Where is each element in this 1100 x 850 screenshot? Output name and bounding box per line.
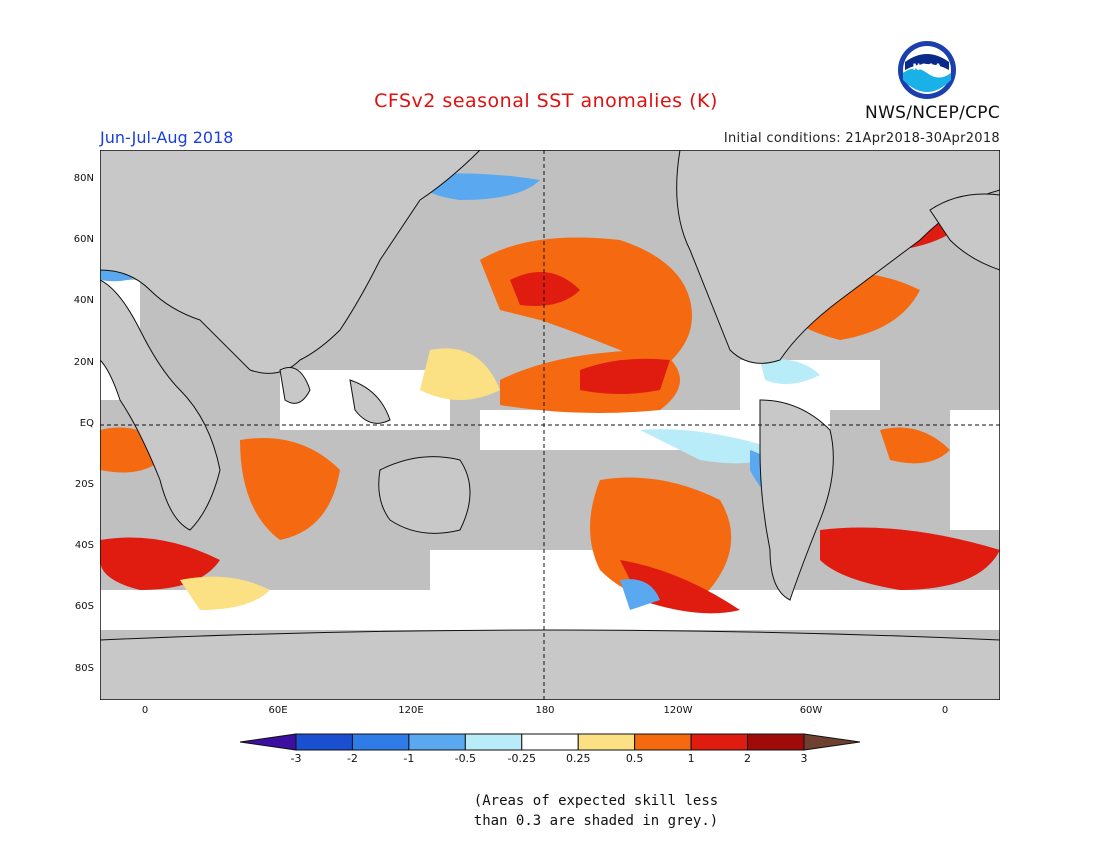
initial-conditions-label: Initial conditions: 21Apr2018-30Apr2018 (723, 131, 1000, 146)
continent-north-america (676, 150, 1000, 364)
lat-label: EQ (79, 417, 94, 429)
colorbar-tick-label: 0.25 (565, 752, 591, 765)
colorbar-tick-label: -2 (346, 752, 358, 765)
continent-europe-east (929, 193, 1000, 271)
lat-label: 80N (73, 173, 94, 184)
continent-india (279, 367, 311, 404)
colorbar-segment (690, 733, 749, 751)
sst-anomaly-map (100, 150, 1000, 700)
lon-label: 0 (141, 705, 149, 716)
noaa-logo-text: NOAA (913, 63, 942, 73)
colorbar-tick-label: 1 (687, 752, 695, 765)
continent-antarctica (100, 629, 1000, 700)
colorbar-tick-label: -1 (403, 752, 415, 765)
chart-title-text: CFSv2 seasonal SST anomalies (K) (374, 90, 718, 112)
continent-africa (100, 279, 221, 531)
colorbar-segment (577, 733, 636, 751)
lat-label: 20S (74, 479, 94, 490)
lat-label: 60S (74, 601, 94, 613)
season-label: Jun-Jul-Aug 2018 (100, 128, 234, 147)
colorbar-segment (521, 733, 579, 751)
colorbar-tick-label: 3 (800, 752, 808, 765)
lon-label: 120E (398, 705, 424, 716)
continents (100, 150, 1000, 700)
noaa-logo-icon: NOAA (898, 41, 956, 99)
lat-label: 40N (73, 295, 94, 307)
colorbar-segment (747, 733, 805, 751)
colorbar-tick-label: 0.5 (625, 752, 644, 765)
lat-label: 20N (73, 356, 94, 368)
lon-label: 120W (663, 705, 693, 716)
lon-label: 60E (268, 705, 288, 716)
colorbar-segment (240, 733, 297, 751)
lon-label: 0 (941, 705, 949, 716)
lat-label: 60N (73, 234, 94, 246)
lon-label: 60W (799, 705, 823, 716)
colorbar-segment (351, 733, 410, 751)
colorbar-segment (803, 733, 860, 751)
continent-eurasia (100, 150, 481, 374)
skill-footnote: (Areas of expected skill less than 0.3 a… (0, 791, 1100, 831)
colorbar-tick-label: -0.5 (454, 752, 477, 765)
colorbar-segment (634, 733, 692, 751)
colorbar-tick-label: -3 (290, 752, 302, 765)
footnote-line-1: (Areas of expected skill less (473, 793, 719, 809)
chart-title: CFSv2 seasonal SST anomalies (K) (0, 90, 1100, 112)
continent-australia (378, 456, 471, 534)
agency-label: NWS/NCEP/CPC (865, 103, 1000, 123)
continent-south-america (759, 399, 834, 601)
colorbar (240, 733, 860, 751)
continent-southeast-asia (349, 379, 391, 424)
colorbar-segment (295, 733, 353, 751)
lat-label: 40S (74, 540, 94, 552)
colorbar-tick-label: -0.25 (507, 752, 536, 765)
colorbar-segment (408, 733, 466, 751)
footnote-line-2: than 0.3 are shaded in grey.) (473, 813, 719, 829)
colorbar-tick-label: 2 (744, 752, 752, 765)
lat-label: 80S (74, 662, 94, 674)
colorbar-segment (464, 733, 523, 751)
lon-label: 180 (535, 705, 555, 716)
positive-anomaly-regions (100, 190, 1000, 614)
